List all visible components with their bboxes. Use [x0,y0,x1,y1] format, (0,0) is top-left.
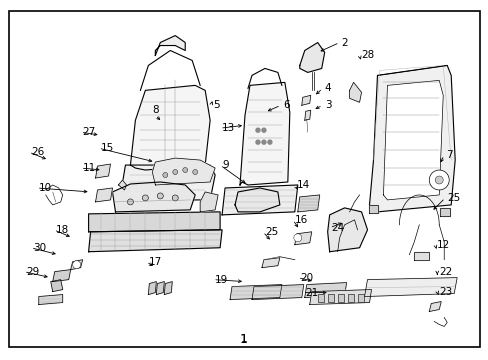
Polygon shape [88,212,220,232]
Text: 9: 9 [222,160,228,170]
Polygon shape [439,208,449,216]
Text: 5: 5 [213,100,219,110]
Text: 7: 7 [446,150,452,160]
Polygon shape [294,232,311,245]
Polygon shape [413,252,428,260]
Polygon shape [53,270,71,282]
Text: 21: 21 [304,288,317,298]
Text: 2: 2 [341,37,347,48]
Text: 22: 22 [438,267,451,276]
Circle shape [267,140,271,144]
Polygon shape [240,82,289,185]
Polygon shape [118,180,126,190]
Polygon shape [262,258,279,268]
Polygon shape [164,282,172,294]
Polygon shape [349,82,361,102]
Text: 30: 30 [33,243,46,253]
Polygon shape [369,66,454,212]
Polygon shape [304,110,310,120]
Text: 4: 4 [324,84,331,93]
Text: 25: 25 [264,227,278,237]
Text: 18: 18 [56,225,69,235]
Text: 19: 19 [215,275,228,285]
Bar [337,293,343,302]
Polygon shape [156,282,164,294]
Text: 8: 8 [152,105,158,115]
Polygon shape [222,185,297,215]
Text: 1: 1 [240,334,247,345]
Bar [327,293,333,302]
Polygon shape [95,164,110,178]
Polygon shape [120,165,215,200]
Polygon shape [301,95,310,105]
Circle shape [183,167,187,172]
Polygon shape [71,260,82,270]
Polygon shape [251,285,303,300]
Polygon shape [368,205,378,213]
Polygon shape [148,282,156,294]
Polygon shape [155,36,185,55]
Circle shape [428,170,448,190]
Polygon shape [200,192,218,212]
Polygon shape [304,283,346,298]
Circle shape [172,195,178,201]
Polygon shape [152,158,215,185]
Polygon shape [88,230,222,252]
Text: 16: 16 [294,215,307,225]
Circle shape [262,140,265,144]
Bar [317,293,323,302]
Text: 3: 3 [324,100,331,110]
Text: 23: 23 [438,287,451,297]
Text: 25: 25 [447,193,460,203]
Text: 29: 29 [26,267,39,276]
Polygon shape [235,188,279,212]
Polygon shape [297,195,319,212]
Text: 28: 28 [361,50,374,60]
Circle shape [262,128,265,132]
Polygon shape [130,85,210,170]
Polygon shape [95,188,112,202]
Polygon shape [229,285,281,300]
Circle shape [142,195,148,201]
Polygon shape [428,302,440,311]
Bar [357,293,363,302]
Circle shape [127,199,133,205]
Text: 26: 26 [31,147,44,157]
Text: 15: 15 [101,143,114,153]
Polygon shape [364,278,456,297]
Polygon shape [299,42,324,72]
Polygon shape [309,289,371,305]
Text: 10: 10 [39,183,52,193]
Circle shape [293,234,301,242]
Text: 6: 6 [282,100,289,110]
Text: 27: 27 [82,127,96,137]
Polygon shape [51,280,62,292]
Circle shape [73,261,81,269]
Text: 11: 11 [82,163,96,173]
Polygon shape [327,208,367,252]
Text: 1: 1 [240,333,247,346]
Circle shape [163,172,167,177]
Circle shape [255,128,260,132]
Polygon shape [39,294,62,305]
Circle shape [255,140,260,144]
Bar [347,293,353,302]
Text: 24: 24 [331,223,344,233]
Text: 12: 12 [436,240,449,250]
Circle shape [192,170,197,175]
Circle shape [172,170,178,175]
Polygon shape [383,80,442,200]
Text: 20: 20 [299,273,312,283]
Polygon shape [112,182,195,212]
Text: 14: 14 [296,180,309,190]
Text: 13: 13 [222,123,235,133]
Circle shape [157,193,163,199]
Circle shape [434,176,442,184]
Text: 17: 17 [148,257,162,267]
